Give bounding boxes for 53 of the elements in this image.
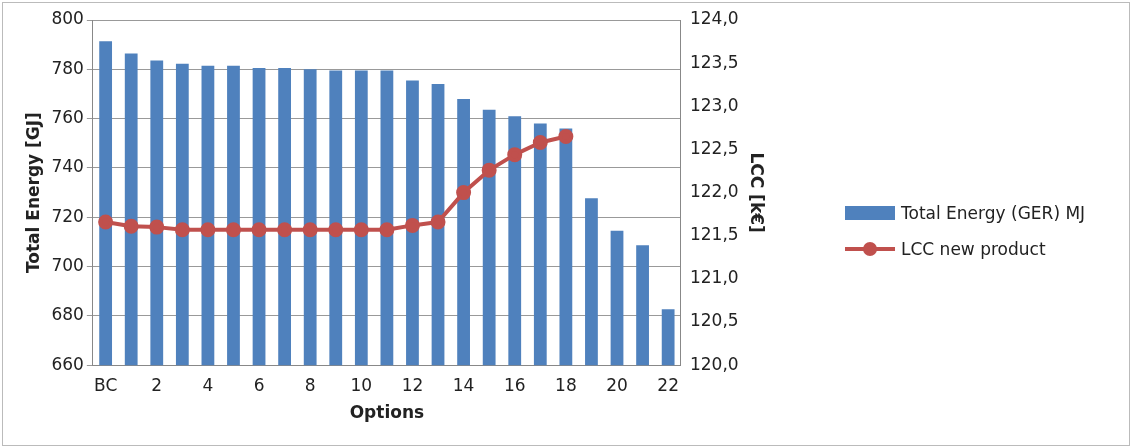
x-tick-label: BC (94, 374, 118, 395)
y2-tick-label: 124,0 (689, 8, 739, 29)
point (328, 222, 344, 238)
y2-tick-label: 121,0 (689, 267, 739, 288)
y-tick-label: 660 (51, 353, 84, 374)
y-tick-label: 700 (51, 254, 84, 275)
y-tick-label: 760 (51, 107, 84, 128)
x-tick-label: 20 (606, 374, 628, 395)
point (123, 218, 139, 234)
point (200, 222, 216, 238)
x-tick-label: 6 (253, 374, 265, 395)
point (149, 219, 165, 235)
x-tick-label: 18 (555, 374, 577, 395)
point (251, 222, 267, 238)
y2-tick-label: 120,0 (689, 353, 739, 374)
x-tick-label: 22 (657, 374, 679, 395)
point (174, 222, 190, 238)
point (404, 217, 420, 233)
point (302, 222, 318, 238)
y2-tick-label: 123,5 (689, 51, 739, 72)
y2-tick-label: 122,0 (689, 181, 739, 202)
point (277, 222, 293, 238)
x-tick-label: 10 (350, 374, 373, 395)
point (379, 222, 395, 238)
x-tick-label: 2 (151, 374, 163, 395)
y2-tick-label: 123,0 (689, 94, 739, 115)
y-axis-title: Total Energy [GJ] (22, 112, 43, 274)
point (532, 135, 548, 151)
y2-axis-title: LCC [k€] (747, 152, 768, 233)
point (456, 185, 472, 201)
point (98, 214, 114, 230)
y2-tick-label: 120,5 (689, 310, 739, 331)
x-tick-label: 4 (202, 374, 214, 395)
legend-label: Total Energy (GER) MJ (901, 203, 1086, 223)
x-axis-title: Options (349, 402, 425, 423)
y-tick-label: 680 (51, 304, 84, 325)
point (430, 214, 446, 230)
y-tick-label: 740 (51, 156, 84, 177)
y-tick-label: 720 (51, 205, 84, 226)
y2-tick-label: 121,5 (689, 224, 739, 245)
x-tick-label: 16 (503, 374, 526, 395)
point (225, 222, 241, 238)
point (353, 222, 369, 238)
point (507, 147, 523, 163)
point (558, 129, 574, 145)
x-tick-label: 14 (452, 374, 475, 395)
point (481, 162, 497, 178)
x-tick-label: 8 (304, 374, 316, 395)
y-tick-label: 800 (51, 8, 84, 29)
legend-label: LCC new product (901, 239, 1046, 259)
y-tick-label: 780 (51, 57, 84, 78)
y2-tick-label: 122,5 (689, 137, 739, 158)
x-tick-label: 12 (401, 374, 424, 395)
